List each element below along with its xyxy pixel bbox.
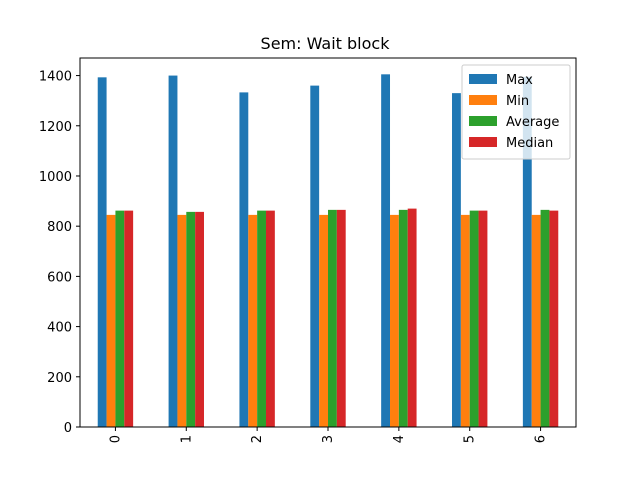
x-tick-label-0: 0	[108, 435, 123, 443]
y-tick-label-1000: 1000	[39, 170, 72, 185]
bar-max-5	[452, 93, 461, 427]
bar-min-4	[390, 214, 399, 427]
bar-min-3	[319, 214, 328, 427]
y-tick-label-200: 200	[47, 371, 72, 386]
bar-min-6	[531, 214, 541, 427]
legend-swatch-max	[469, 74, 497, 84]
y-tick-label-600: 600	[47, 270, 72, 285]
chart-title: Sem: Wait block	[261, 34, 391, 53]
bar-median-1	[195, 211, 204, 427]
y-tick-label-1200: 1200	[39, 120, 72, 135]
x-tick-label-5: 5	[463, 435, 478, 443]
bar-average-5	[469, 210, 479, 427]
legend-label-min: Min	[506, 94, 529, 109]
x-tick-label-4: 4	[392, 435, 407, 443]
bar-min-0	[106, 214, 116, 427]
bar-average-0	[115, 210, 125, 427]
bar-average-4	[398, 209, 408, 427]
legend: Max Min Average Median	[461, 64, 571, 160]
y-tick-label-1400: 1400	[39, 70, 72, 85]
bar-max-0	[97, 77, 107, 427]
legend-label-max: Max	[506, 73, 533, 88]
bar-max-3	[310, 85, 320, 428]
x-tick-label-3: 3	[321, 435, 336, 443]
y-tick-label-800: 800	[47, 220, 72, 235]
legend-label-median: Median	[506, 136, 553, 151]
bar-median-2	[265, 210, 275, 427]
x-tick-label-1: 1	[179, 435, 194, 443]
bar-average-1	[186, 211, 196, 427]
y-tick-label-0: 0	[64, 421, 72, 436]
bar-min-1	[177, 214, 187, 427]
bar-median-3	[336, 209, 346, 427]
x-tick-label-6: 6	[534, 435, 549, 443]
bar-max-4	[381, 74, 391, 427]
bar-min-5	[460, 214, 470, 427]
legend-box	[461, 64, 571, 160]
bar-max-1	[168, 75, 178, 427]
axes-layer: 0 200 400 600 800 1000 1200 1400 0 1 2 3 4 5 6	[39, 57, 577, 443]
x-tick-label-2: 2	[250, 435, 265, 443]
bar-median-6	[549, 210, 559, 427]
bar-average-6	[540, 209, 550, 427]
legend-swatch-median	[469, 137, 497, 147]
bar-median-4	[407, 208, 417, 427]
bar-max-6	[522, 76, 532, 427]
legend-swatch-average	[469, 116, 497, 126]
bars-layer	[97, 74, 559, 428]
bar-max-2	[239, 92, 249, 427]
bar-average-3	[328, 209, 337, 427]
legend-swatch-min	[469, 95, 497, 105]
legend-label-average: Average	[506, 115, 559, 130]
y-tick-label-400: 400	[47, 321, 72, 336]
bar-average-2	[257, 210, 266, 427]
bar-median-5	[478, 210, 488, 427]
bar-median-0	[124, 210, 134, 427]
bar-min-2	[248, 214, 258, 427]
